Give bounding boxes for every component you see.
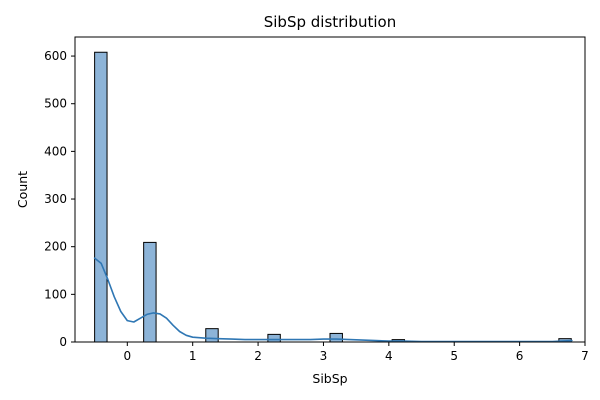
y-tick-label: 100	[44, 287, 67, 301]
y-tick-label: 300	[44, 192, 67, 206]
x-tick-label: 4	[385, 349, 393, 363]
axes-frame	[74, 36, 586, 343]
y-tick-label: 0	[59, 335, 67, 349]
x-tick-label: 2	[254, 349, 262, 363]
y-tick-label: 600	[44, 49, 67, 63]
x-tick-label: 7	[581, 349, 589, 363]
x-tick-label: 6	[516, 349, 524, 363]
x-tick-label: 0	[123, 349, 131, 363]
histogram-bar	[329, 332, 343, 343]
y-axis-label: Count	[15, 171, 30, 208]
x-axis-label: SibSp	[312, 371, 347, 386]
chart-title: SibSp distribution	[264, 13, 397, 31]
histogram-bar	[205, 328, 219, 343]
histogram-bar	[143, 241, 157, 343]
y-tick-label: 500	[44, 97, 67, 111]
y-tick-label: 400	[44, 144, 67, 158]
histogram-bar	[267, 333, 281, 343]
y-tick-label: 200	[44, 240, 67, 254]
x-tick-label: 1	[189, 349, 197, 363]
x-tick-label: 3	[320, 349, 328, 363]
histogram-bar	[94, 51, 108, 343]
x-tick-label: 5	[450, 349, 458, 363]
plot-area: 0 1 2 3 4 5 6 7 0 100 200 300 400 500 600	[44, 36, 589, 363]
kde-line	[93, 257, 573, 343]
